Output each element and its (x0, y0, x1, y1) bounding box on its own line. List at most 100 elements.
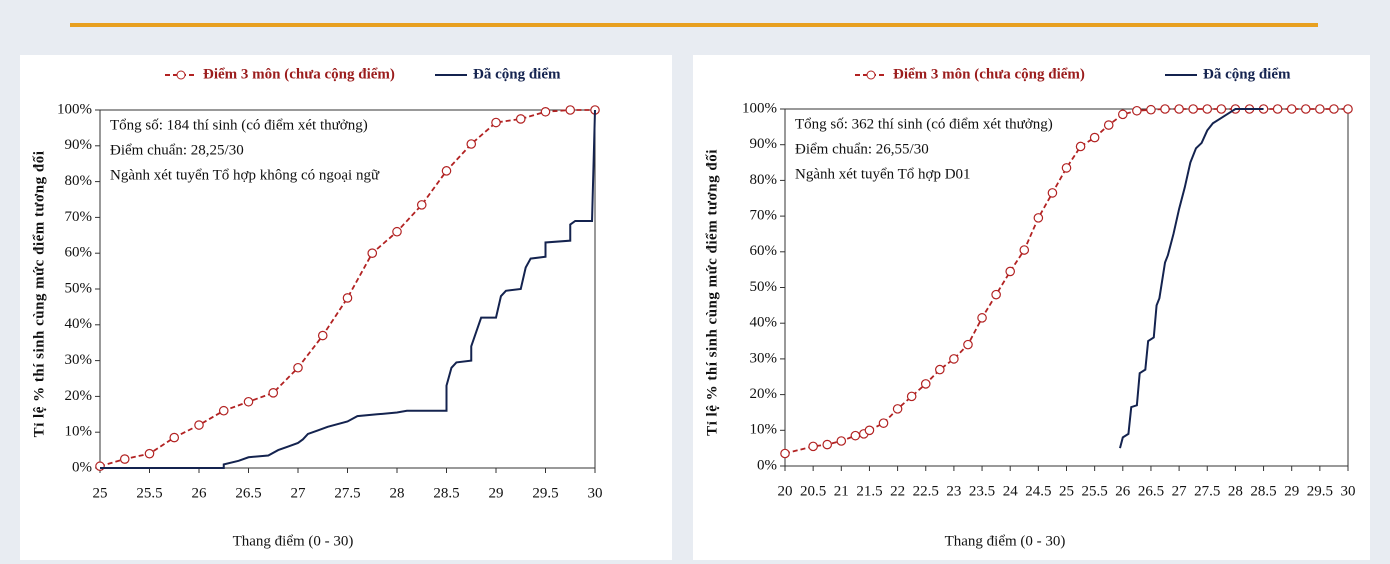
point (906, 391, 917, 402)
x-tick-label: 24 (1003, 483, 1019, 499)
x-tick-label: 30 (1341, 483, 1356, 499)
point (218, 405, 229, 416)
point (1286, 104, 1297, 114)
point (268, 388, 279, 398)
y-axis-label: Tỉ lệ % thí sinh cùng mức điểm tương đối (704, 149, 720, 436)
point (1146, 104, 1156, 115)
y-tick-label: 30% (65, 352, 93, 368)
y-tick-label: 0% (757, 457, 777, 473)
x-tick-label: 28.5 (1250, 483, 1276, 499)
point (878, 418, 889, 428)
point (95, 461, 105, 472)
point (1202, 104, 1213, 114)
point (780, 448, 790, 459)
point (822, 439, 833, 450)
point (565, 105, 576, 115)
point (119, 454, 130, 464)
x-tick-label: 26 (1115, 483, 1131, 499)
series-line (99, 109, 595, 468)
x-tick-label: 28 (390, 485, 405, 501)
point (1118, 109, 1128, 120)
point (515, 114, 526, 124)
x-tick-label: 23.5 (969, 483, 995, 499)
point (1315, 104, 1325, 114)
y-tick-label: 100% (57, 101, 92, 117)
x-tick-label: 20 (778, 483, 793, 499)
point (1033, 213, 1044, 223)
series-line (100, 109, 596, 469)
y-tick-label: 80% (750, 172, 778, 188)
point (1075, 141, 1086, 152)
point (1300, 104, 1311, 114)
panel (693, 55, 1370, 560)
y-tick-label: 40% (65, 316, 93, 332)
series-line (1119, 108, 1264, 449)
x-axis-label: Thang điểm (0 - 30) (945, 533, 1066, 549)
x-tick-label: 25 (1059, 483, 1074, 499)
y-tick-label: 90% (750, 136, 778, 152)
point (892, 404, 903, 414)
point (1343, 104, 1353, 114)
x-tick-label: 21.5 (856, 483, 882, 499)
x-tick-label: 28 (1228, 483, 1243, 499)
x-tick-label: 27 (1172, 483, 1188, 499)
point (1188, 104, 1198, 114)
x-tick-label: 24.5 (1025, 483, 1051, 499)
point (367, 248, 378, 258)
point (850, 430, 861, 441)
x-tick-label: 26 (192, 485, 208, 501)
point (920, 379, 931, 389)
x-tick-label: 26.5 (1138, 483, 1164, 499)
point (1160, 104, 1170, 114)
annotation: Điểm chuẩn: 28,25/30 (110, 142, 244, 158)
point (317, 330, 328, 341)
y-tick-label: 20% (65, 388, 93, 404)
point (1089, 132, 1100, 143)
point (1329, 104, 1339, 114)
point (836, 436, 847, 446)
y-tick-label: 30% (750, 350, 778, 366)
x-tick-label: 27 (291, 485, 307, 501)
legend-label: Điểm 3 môn (chưa cộng điểm) (203, 66, 395, 82)
x-tick-label: 22.5 (913, 483, 939, 499)
point (808, 441, 818, 452)
point (243, 396, 254, 407)
x-axis-label: Thang điểm (0 - 30) (233, 533, 354, 549)
point (392, 226, 402, 237)
annotation: Ngành xét tuyển Tổ hợp D01 (795, 166, 971, 182)
point (342, 293, 353, 303)
y-tick-label: 50% (750, 279, 778, 295)
y-tick-label: 70% (750, 208, 778, 224)
x-tick-label: 27.5 (1194, 483, 1220, 499)
y-tick-label: 60% (65, 245, 93, 261)
x-tick-label: 25.5 (136, 485, 162, 501)
y-tick-label: 90% (65, 137, 93, 153)
point (466, 139, 477, 149)
point (949, 354, 959, 364)
point (1061, 163, 1072, 173)
point (864, 425, 875, 436)
point (1005, 266, 1015, 277)
point (169, 432, 180, 443)
y-tick-label: 0% (72, 459, 92, 475)
point (935, 364, 945, 375)
annotation: Điểm chuẩn: 26,55/30 (795, 141, 929, 157)
y-tick-label: 80% (65, 173, 93, 189)
legend-marker (866, 70, 876, 80)
point (144, 448, 155, 459)
y-axis-label: Tỉ lệ % thí sinh cùng mức điểm tương đối (31, 151, 47, 438)
y-tick-label: 40% (750, 315, 778, 331)
x-tick-label: 28.5 (433, 485, 459, 501)
x-tick-label: 29.5 (532, 485, 558, 501)
point (1216, 104, 1227, 114)
y-tick-label: 70% (65, 209, 93, 225)
point (1132, 105, 1142, 116)
point (441, 166, 452, 176)
panel (20, 55, 672, 560)
point (1019, 245, 1030, 255)
annotation: Tổng số: 362 thí sinh (có điểm xét thưởn… (795, 116, 1053, 132)
y-tick-label: 60% (750, 243, 778, 259)
point (1103, 120, 1114, 130)
